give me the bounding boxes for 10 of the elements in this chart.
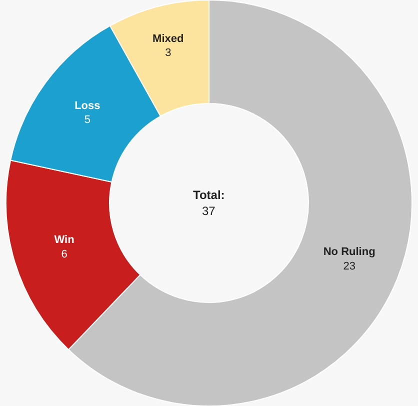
data-label: 3 xyxy=(165,47,172,60)
data-label: 5 xyxy=(84,114,90,126)
slice-label: No Ruling xyxy=(323,246,376,258)
text: 37 xyxy=(202,204,216,218)
data-label: 6 xyxy=(61,248,68,260)
data-label: 23 xyxy=(343,260,356,273)
text: Total: xyxy=(193,188,225,202)
slice-label: Mixed xyxy=(152,32,184,45)
slice-label: Win xyxy=(54,234,75,246)
slice-label: Loss xyxy=(74,100,100,112)
